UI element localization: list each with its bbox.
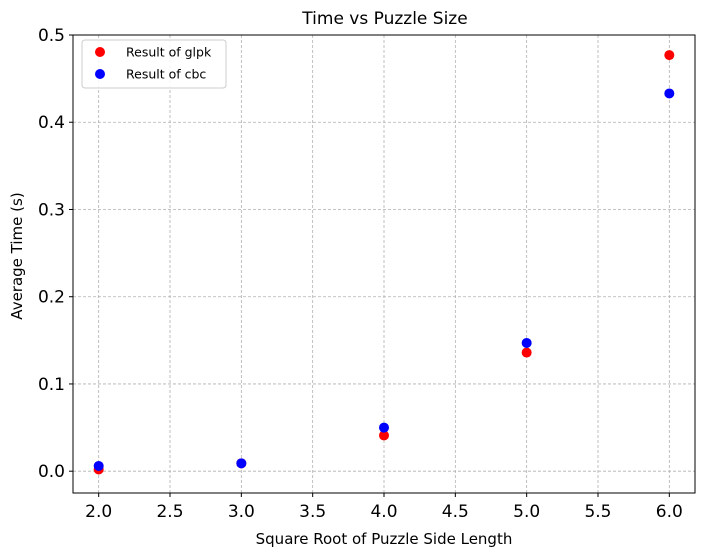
data-point-cbc — [379, 422, 389, 433]
x-axis-ticks: 2.0 2.5 3.0 3.5 4.0 4.5 5.0 5.5 6.0 — [85, 493, 683, 522]
data-point-glpk — [664, 50, 675, 61]
plot-frame — [72, 34, 696, 494]
data-points — [93, 50, 675, 475]
data-point-cbc — [664, 88, 675, 99]
x-tick-label: 5.0 — [513, 502, 540, 522]
legend-label-cbc: Result of cbc — [126, 67, 206, 82]
x-tick-label: 5.5 — [584, 502, 611, 522]
legend-marker-cbc — [95, 69, 105, 79]
y-tick-label: 0.4 — [38, 113, 65, 133]
y-tick-label: 0.2 — [38, 288, 65, 308]
y-tick-label: 0.3 — [38, 200, 65, 220]
chart-title: Time vs Puzzle Size — [301, 9, 467, 29]
data-point-glpk — [379, 430, 389, 441]
x-tick-label: 2.5 — [156, 502, 183, 522]
legend-marker-glpk — [95, 47, 105, 57]
legend-label-glpk: Result of glpk — [126, 45, 212, 60]
legend: Result of glpk Result of cbc — [81, 39, 227, 89]
y-tick-label: 0.1 — [38, 375, 65, 395]
x-axis-label: Square Root of Puzzle Side Length — [256, 530, 513, 548]
data-point-glpk — [521, 347, 532, 358]
y-tick-label: 0.0 — [38, 462, 65, 482]
x-tick-label: 2.0 — [85, 502, 112, 522]
y-axis-ticks: 0.0 0.1 0.2 0.3 0.4 0.5 — [38, 26, 73, 482]
data-point-cbc — [521, 337, 532, 348]
legend-box — [81, 39, 227, 89]
data-point-cbc — [93, 460, 104, 471]
data-point-cbc — [236, 458, 247, 469]
x-tick-label: 6.0 — [656, 502, 683, 522]
x-tick-label: 4.5 — [442, 502, 469, 522]
x-tick-label: 4.0 — [370, 502, 397, 522]
x-tick-label: 3.5 — [299, 502, 326, 522]
y-tick-label: 0.5 — [38, 26, 65, 46]
x-tick-label: 3.0 — [228, 502, 255, 522]
y-axis-label: Average Time (s) — [8, 192, 26, 319]
